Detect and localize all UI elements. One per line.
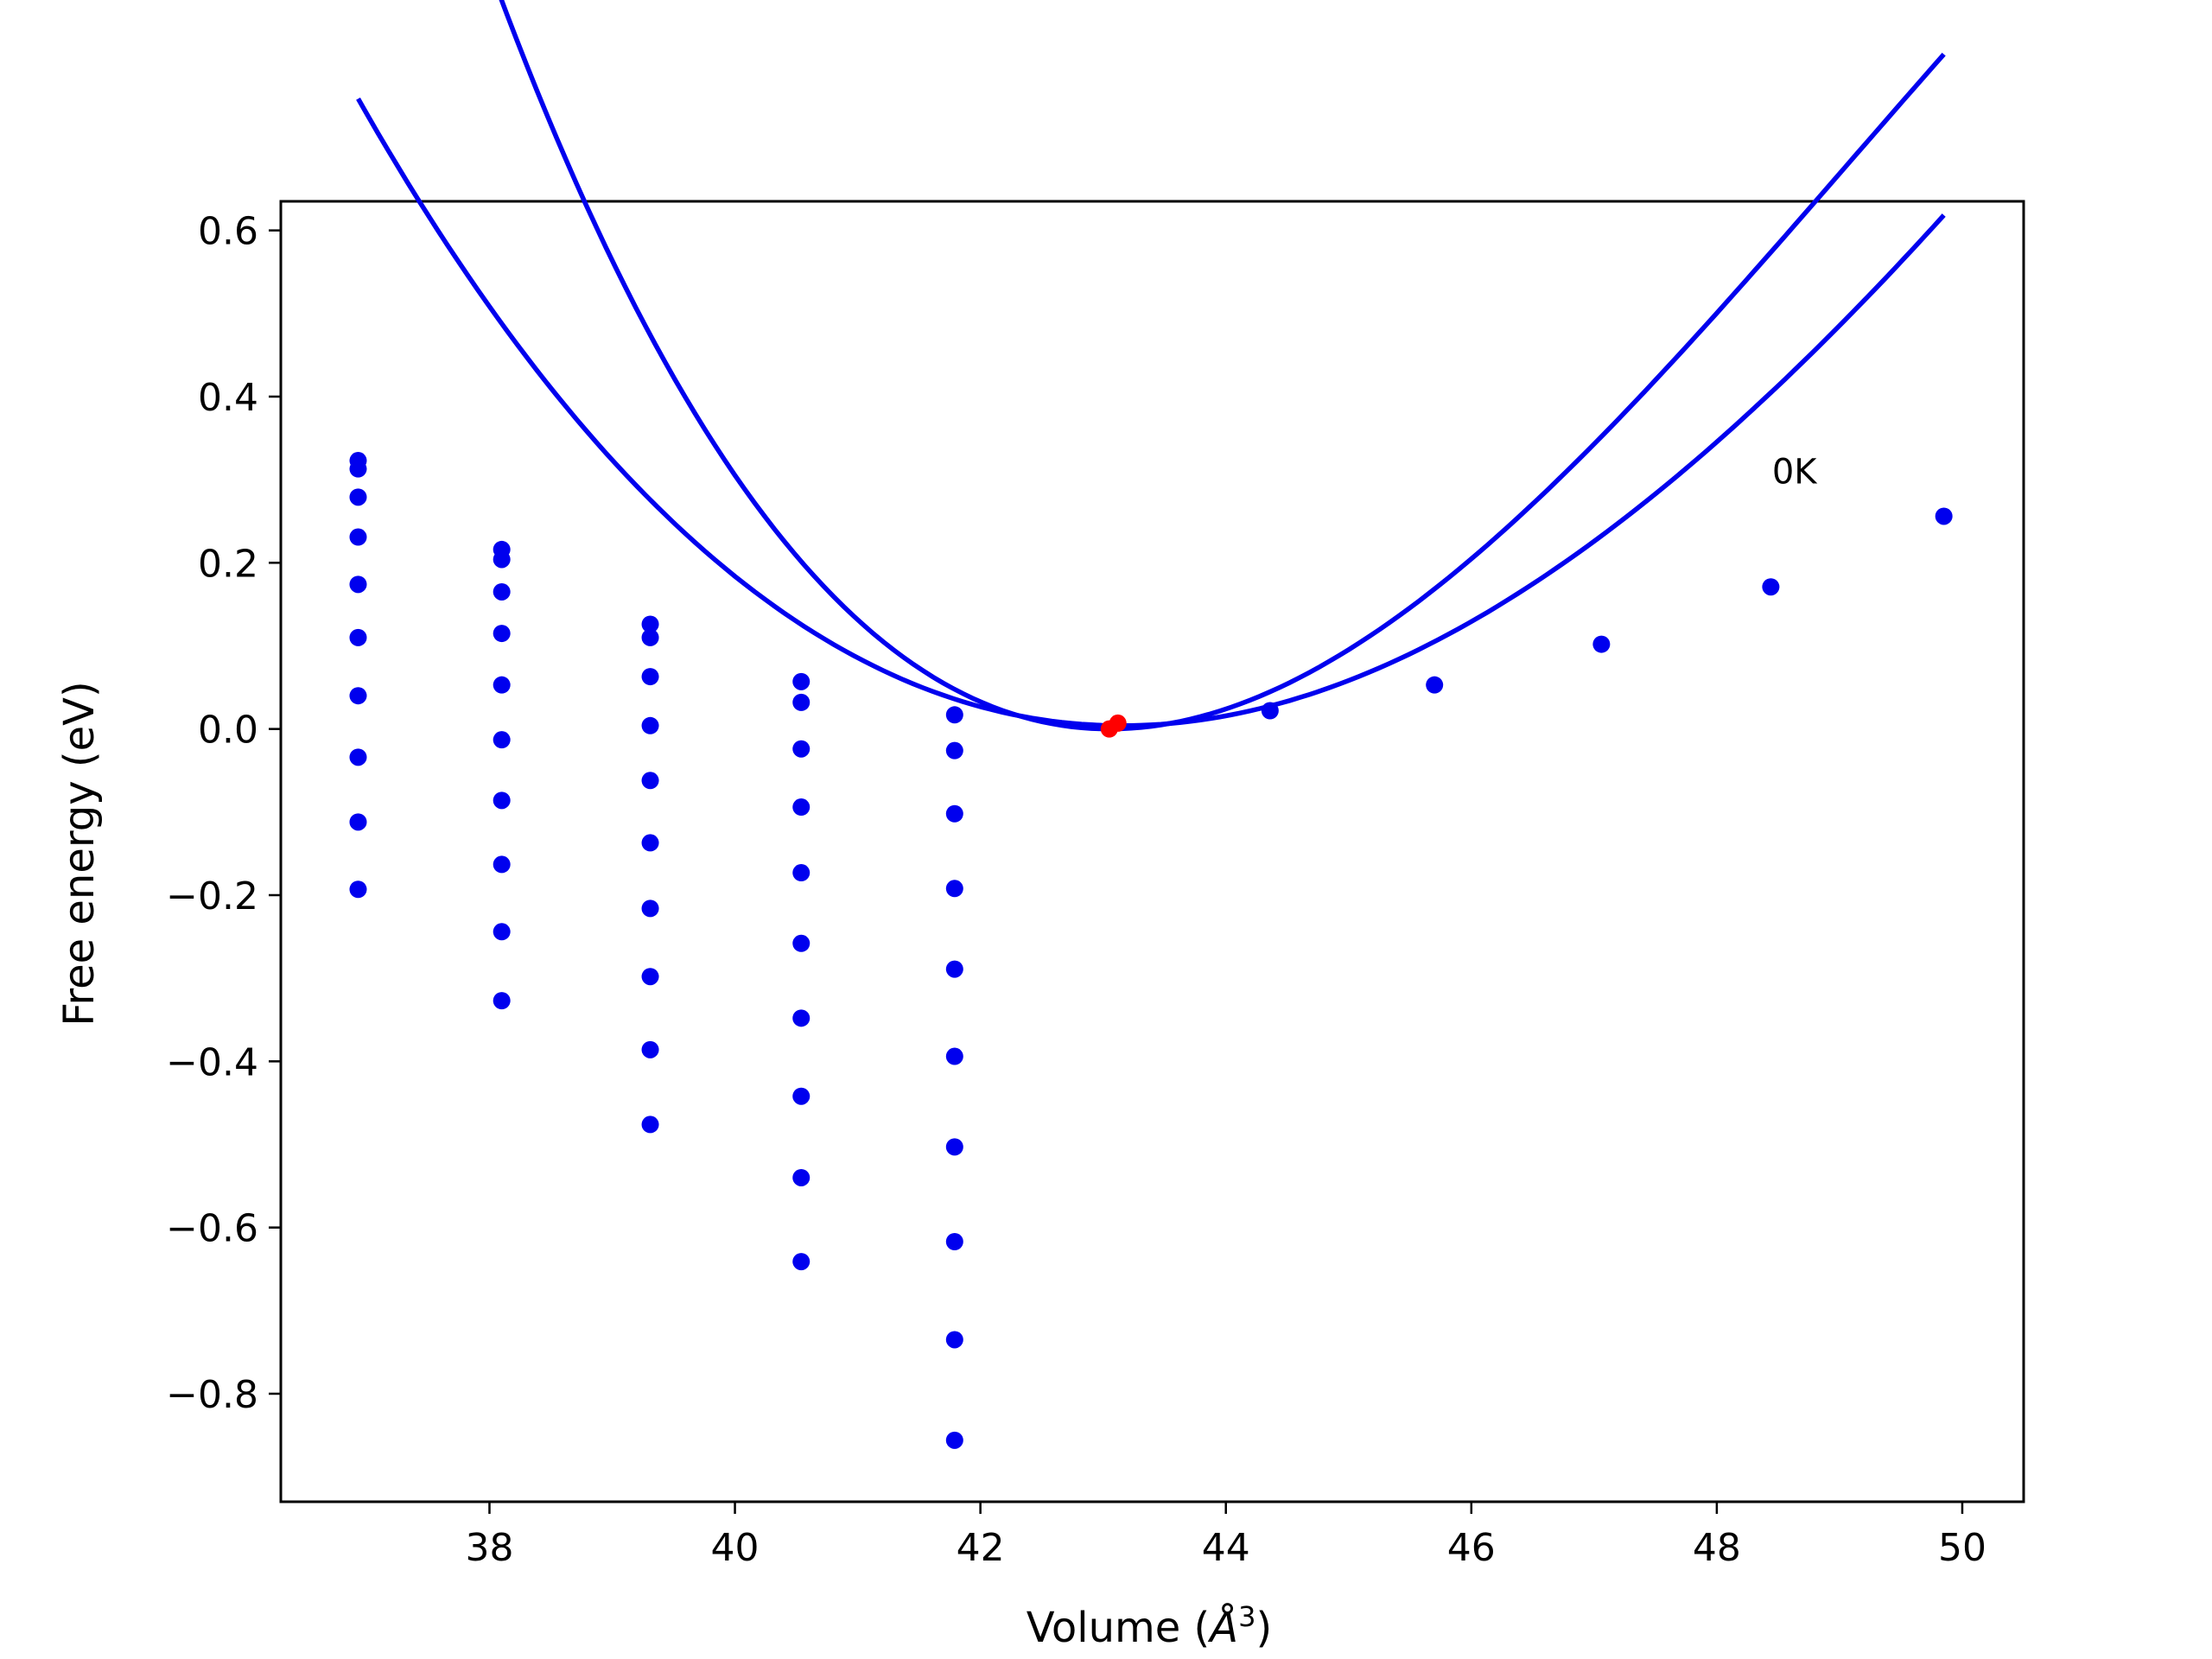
data-point bbox=[945, 960, 963, 978]
data-point bbox=[1592, 635, 1611, 653]
data-point bbox=[945, 1047, 963, 1065]
data-point bbox=[641, 834, 659, 852]
data-point bbox=[945, 1431, 963, 1449]
curve-0K bbox=[499, 0, 1946, 732]
x-tick-label: 42 bbox=[957, 1526, 1005, 1570]
data-point bbox=[792, 1087, 810, 1105]
data-point bbox=[945, 706, 963, 724]
data-point bbox=[792, 1253, 810, 1271]
data-point bbox=[349, 880, 367, 899]
plot-area bbox=[279, 200, 2025, 1503]
data-point bbox=[349, 748, 367, 766]
y-tick-label: 0.2 bbox=[198, 542, 258, 586]
data-point bbox=[945, 804, 963, 823]
data-point bbox=[349, 460, 367, 478]
y-axis-ticks: 0.6 0.4 0.2 0.0 −0.2 −0.4 −0.6 −0.8 bbox=[166, 210, 281, 1417]
data-point bbox=[493, 791, 511, 810]
fit-curves bbox=[356, 0, 1946, 732]
data-point bbox=[792, 740, 810, 758]
data-point bbox=[792, 798, 810, 817]
y-tick-label: 0.0 bbox=[198, 709, 258, 753]
data-point bbox=[349, 687, 367, 705]
data-point bbox=[641, 1040, 659, 1058]
data-point bbox=[1762, 578, 1780, 596]
data-point bbox=[493, 855, 511, 874]
y-tick-label: −0.2 bbox=[166, 874, 258, 918]
y-tick-label: −0.6 bbox=[166, 1207, 258, 1251]
data-point bbox=[792, 672, 810, 690]
y-tick-label: −0.4 bbox=[166, 1040, 258, 1084]
data-point bbox=[792, 934, 810, 952]
x-axis-label: Volume (Å3) bbox=[1027, 1600, 1272, 1652]
x-tick-label: 44 bbox=[1202, 1526, 1250, 1570]
data-point bbox=[792, 1168, 810, 1186]
y-tick-label: −0.8 bbox=[166, 1373, 258, 1417]
data-point bbox=[1109, 714, 1127, 732]
data-point bbox=[945, 1331, 963, 1349]
data-point bbox=[641, 716, 659, 734]
data-point bbox=[641, 1116, 659, 1134]
data-point bbox=[641, 772, 659, 790]
data-point bbox=[1261, 702, 1279, 720]
data-point bbox=[792, 1009, 810, 1027]
data-point bbox=[641, 628, 659, 646]
data-point bbox=[493, 992, 511, 1010]
fit-curve-3 bbox=[356, 97, 1946, 728]
x-tick-label: 40 bbox=[711, 1526, 760, 1570]
data-point bbox=[945, 1138, 963, 1156]
data-point bbox=[945, 880, 963, 898]
annotations: 0K bbox=[1772, 453, 1818, 493]
x-tick-label: 38 bbox=[465, 1526, 513, 1570]
data-point bbox=[641, 615, 659, 633]
data-point bbox=[349, 488, 367, 506]
data-point bbox=[349, 628, 367, 646]
data-point bbox=[792, 864, 810, 882]
data-point bbox=[493, 676, 511, 694]
data-points bbox=[349, 452, 1953, 1449]
data-point bbox=[792, 693, 810, 711]
data-point bbox=[493, 550, 511, 569]
data-point bbox=[349, 813, 367, 831]
data-point bbox=[641, 899, 659, 918]
x-axis-ticks: 38 40 42 44 46 48 50 bbox=[465, 1502, 1986, 1570]
x-tick-label: 48 bbox=[1693, 1526, 1741, 1570]
data-point bbox=[1426, 676, 1444, 694]
data-point bbox=[349, 528, 367, 546]
data-point bbox=[945, 1233, 963, 1250]
data-point bbox=[1935, 507, 1953, 525]
x-tick-label: 46 bbox=[1447, 1526, 1496, 1570]
data-point bbox=[349, 575, 367, 594]
y-tick-label: 0.6 bbox=[198, 210, 258, 254]
data-point bbox=[493, 625, 511, 643]
curve-annotation-label: 0K bbox=[1772, 453, 1818, 493]
data-point bbox=[493, 923, 511, 941]
data-point bbox=[493, 582, 511, 601]
x-tick-label: 50 bbox=[1938, 1526, 1986, 1570]
data-point bbox=[641, 968, 659, 986]
data-point bbox=[945, 741, 963, 760]
data-point bbox=[493, 731, 511, 749]
y-tick-label: 0.4 bbox=[198, 376, 258, 420]
y-axis-label: Free energy (eV) bbox=[55, 681, 104, 1026]
data-point bbox=[641, 668, 659, 686]
